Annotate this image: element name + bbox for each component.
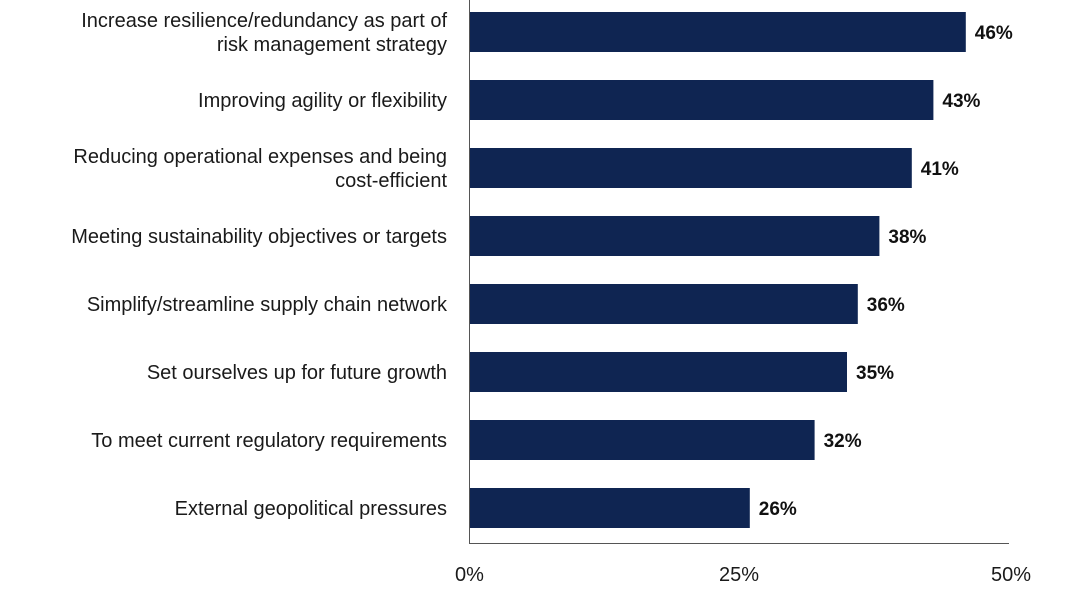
category-label-line: Meeting sustainability objectives or tar… (71, 226, 447, 248)
value-labels-layer: 46% 43% 41% 38% 36% 35% 32% 26% (759, 23, 1013, 520)
bar-3 (470, 148, 912, 188)
value-label-4: 38% (888, 227, 926, 248)
value-label-5: 36% (867, 295, 905, 316)
category-label-3: Reducing operational expenses and being c… (73, 146, 447, 192)
category-labels-layer: Increase resilience/redundancy as part o… (71, 10, 448, 520)
bars-layer (470, 12, 966, 528)
value-label-1: 46% (975, 23, 1013, 44)
category-label-line: Increase resilience/redundancy as part o… (81, 10, 447, 32)
category-label-5: Simplify/streamline supply chain network (87, 294, 448, 316)
category-label-4: Meeting sustainability objectives or tar… (71, 226, 447, 248)
bar-8 (470, 488, 750, 528)
category-label-1: Increase resilience/redundancy as part o… (81, 10, 447, 56)
category-label-line: To meet current regulatory requirements (91, 430, 447, 452)
x-tick-label-25: 25% (719, 564, 759, 586)
bar-1 (470, 12, 966, 52)
category-label-line: Improving agility or flexibility (198, 90, 447, 112)
category-label-line: Simplify/streamline supply chain network (87, 294, 448, 316)
category-label-6: Set ourselves up for future growth (147, 362, 447, 384)
bar-4 (470, 216, 880, 256)
value-label-7: 32% (824, 431, 862, 452)
bar-7 (470, 420, 815, 460)
value-label-2: 43% (942, 91, 980, 112)
category-label-line: cost-efficient (335, 170, 447, 192)
category-label-7: To meet current regulatory requirements (91, 430, 447, 452)
category-label-8: External geopolitical pressures (175, 498, 447, 520)
bar-5 (470, 284, 858, 324)
category-label-line: risk management strategy (217, 34, 447, 56)
x-tick-label-0: 0% (455, 564, 484, 586)
value-label-6: 35% (856, 363, 894, 384)
bar-6 (470, 352, 847, 392)
value-label-3: 41% (921, 159, 959, 180)
value-label-8: 26% (759, 499, 797, 520)
category-label-2: Improving agility or flexibility (198, 90, 447, 112)
x-axis-ticks-layer: 0% 25% 50% (455, 564, 1031, 586)
bar-2 (470, 80, 934, 120)
category-label-line: Set ourselves up for future growth (147, 362, 447, 384)
category-label-line: Reducing operational expenses and being (73, 146, 447, 168)
category-label-line: External geopolitical pressures (175, 498, 447, 520)
x-tick-label-50: 50% (991, 564, 1031, 586)
